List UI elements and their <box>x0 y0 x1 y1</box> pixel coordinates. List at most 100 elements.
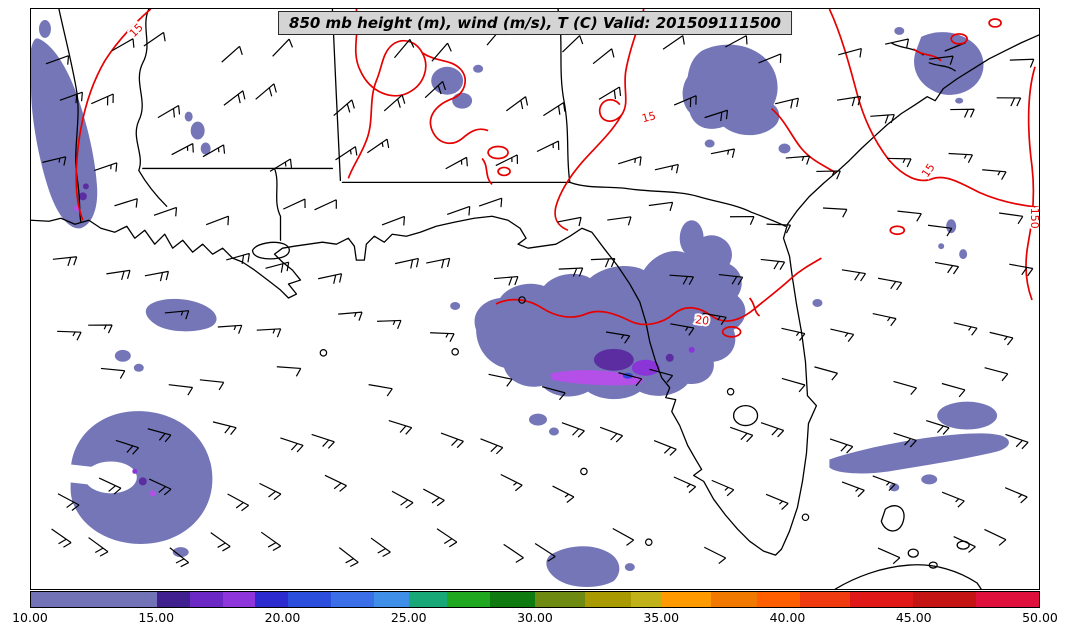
wind-barb <box>436 528 458 548</box>
wind-barb <box>324 474 347 492</box>
wind-barb <box>91 93 114 106</box>
wind-barb <box>147 428 172 443</box>
gulf-atlantic-coastline <box>31 34 1039 556</box>
colorbar-tick-label: 30.00 <box>517 610 553 625</box>
wind-barb <box>169 547 190 568</box>
plot-title: 850 mb height (m), wind (m/s), T (C) Val… <box>278 11 792 35</box>
calm-wind-markers <box>319 296 810 546</box>
colorbar-segment <box>913 592 977 607</box>
wind-barb <box>269 158 293 172</box>
wind-barb <box>702 312 727 326</box>
wind-barb <box>673 95 697 108</box>
colorbar-segment <box>31 592 157 607</box>
coast-sliver-2 <box>928 62 956 72</box>
wind-barb <box>388 420 413 435</box>
colorbar-segment <box>409 592 447 607</box>
wind-barb <box>210 532 231 552</box>
wind-barb <box>260 531 282 552</box>
wind-barb <box>829 438 854 454</box>
precip-shading <box>31 19 1009 588</box>
colorbar-segment <box>850 592 914 607</box>
wind-barb <box>703 546 727 565</box>
wind-barb <box>57 330 82 341</box>
wind-barb <box>953 322 978 336</box>
wind-barb <box>57 493 80 511</box>
wind-barb <box>822 207 848 218</box>
wind-barb <box>872 312 897 327</box>
wind-barb <box>431 42 452 62</box>
wind-barb <box>612 527 635 546</box>
wind-barb <box>897 210 922 222</box>
wind-barb <box>199 379 225 391</box>
wind-barb <box>394 257 420 269</box>
wind-barb <box>333 99 355 116</box>
wind-barb <box>114 198 138 208</box>
wind-barb <box>982 169 1007 180</box>
colorbar-segment <box>711 592 757 607</box>
wind-barb <box>725 35 748 48</box>
colorbar-tick-label: 40.00 <box>769 610 806 625</box>
wind-barb <box>607 216 632 226</box>
wind-barb <box>654 163 679 174</box>
wind-barb <box>52 256 78 267</box>
colorbar-segment <box>799 592 851 607</box>
wind-barb <box>673 476 697 494</box>
wind-barb <box>205 215 230 226</box>
wind-barb <box>541 386 566 401</box>
colorbar-segment <box>157 592 190 607</box>
contour-label: 20 <box>694 313 710 328</box>
wind-barb <box>653 439 677 456</box>
colorbar-segment <box>189 592 223 607</box>
wind-barb <box>926 420 950 435</box>
wind-barb <box>781 377 806 393</box>
wind-barb <box>941 491 965 508</box>
wind-barb <box>488 373 513 387</box>
wind-barb <box>669 274 695 286</box>
wind-barb <box>543 102 566 117</box>
wind-barb <box>878 277 903 291</box>
wind-barb <box>557 216 582 227</box>
wind-barb <box>948 152 973 164</box>
colorbar-tick-label: 15.00 <box>138 610 175 625</box>
wind-barb <box>424 81 447 99</box>
wind-barb <box>984 367 1009 382</box>
wind-barb <box>366 138 390 154</box>
wind-barb <box>996 97 1022 107</box>
wind-barb <box>941 382 966 398</box>
wind-barb <box>929 55 954 65</box>
wind-barb <box>370 537 391 558</box>
lake-okeechobee <box>732 404 759 427</box>
wind-barb <box>893 380 917 396</box>
wind-barb <box>430 332 455 343</box>
wind-barb <box>670 323 695 336</box>
calm-wind-circle <box>518 296 526 304</box>
wind-barb <box>590 258 616 268</box>
wind-barb <box>893 432 917 448</box>
colorbar-segment <box>222 592 256 607</box>
wind-barb <box>561 422 585 438</box>
wind-barb <box>493 275 519 286</box>
calm-wind-circle <box>580 467 588 476</box>
wind-barb <box>115 439 140 455</box>
wind-barb <box>605 331 631 344</box>
mississippi-river <box>135 9 168 207</box>
wind-barb <box>884 38 910 48</box>
colorbar-tick-label: 50.00 <box>1022 610 1058 625</box>
wind-barb <box>503 543 524 563</box>
wind-barb <box>368 384 393 397</box>
colorbar-segment <box>288 592 331 607</box>
wind-barb <box>841 481 865 498</box>
colorbar-segment <box>535 592 586 607</box>
wind-barb <box>338 547 359 568</box>
colorbar-tick-label: 20.00 <box>264 610 301 625</box>
colorbar-tick-label: 10.00 <box>12 610 48 625</box>
wind-barb <box>998 212 1024 225</box>
wind-barb <box>836 95 862 107</box>
colorbar-tick-label: 45.00 <box>895 610 932 625</box>
wind-barb <box>255 83 277 100</box>
wind-barb <box>1005 433 1029 450</box>
wind-barb <box>730 215 755 225</box>
wind-barb <box>1004 487 1028 504</box>
tx-la-border <box>58 9 82 223</box>
